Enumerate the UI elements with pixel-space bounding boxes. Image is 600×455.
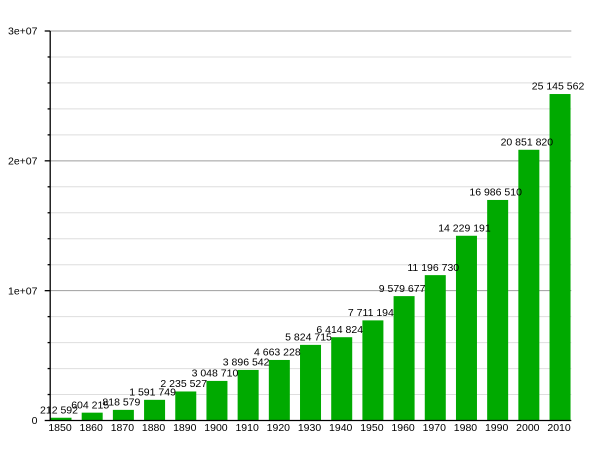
svg-text:1e+07: 1e+07 (8, 285, 38, 297)
svg-text:2 235 527: 2 235 527 (160, 378, 207, 390)
svg-text:11 196 730: 11 196 730 (407, 262, 459, 274)
svg-text:818 579: 818 579 (102, 397, 140, 409)
svg-text:1960: 1960 (391, 422, 415, 434)
svg-text:0: 0 (32, 415, 38, 427)
svg-text:212 592: 212 592 (40, 404, 78, 416)
svg-text:7 711 194: 7 711 194 (348, 307, 394, 319)
svg-text:4 663 228: 4 663 228 (254, 347, 301, 359)
svg-text:3 896 542: 3 896 542 (223, 357, 270, 369)
svg-text:20 851 820: 20 851 820 (501, 136, 554, 148)
svg-text:1990: 1990 (485, 422, 509, 434)
svg-text:1860: 1860 (80, 422, 104, 434)
svg-text:1890: 1890 (173, 422, 197, 434)
svg-text:1900: 1900 (204, 422, 228, 434)
svg-text:1850: 1850 (48, 422, 72, 434)
svg-text:3 048 710: 3 048 710 (192, 368, 239, 380)
svg-text:14 229 191: 14 229 191 (438, 222, 491, 234)
svg-text:1970: 1970 (423, 422, 447, 434)
svg-text:2010: 2010 (547, 422, 571, 434)
svg-text:1930: 1930 (298, 422, 322, 434)
svg-text:1920: 1920 (267, 422, 291, 434)
svg-text:25 145 562: 25 145 562 (532, 81, 585, 93)
svg-text:16 986 510: 16 986 510 (469, 187, 522, 199)
svg-text:1 591 749: 1 591 749 (129, 387, 176, 399)
svg-text:1910: 1910 (235, 422, 259, 434)
svg-text:1980: 1980 (454, 422, 478, 434)
svg-text:1940: 1940 (329, 422, 353, 434)
svg-text:2000: 2000 (516, 422, 540, 434)
svg-text:3e+07: 3e+07 (8, 26, 38, 38)
svg-text:2e+07: 2e+07 (8, 156, 38, 168)
svg-text:1950: 1950 (360, 422, 384, 434)
svg-text:604 215: 604 215 (71, 399, 109, 411)
svg-text:6 414 824: 6 414 824 (316, 324, 363, 336)
svg-text:9 579 677: 9 579 677 (379, 283, 426, 295)
svg-text:1870: 1870 (111, 422, 135, 434)
svg-text:5 824 715: 5 824 715 (285, 332, 332, 344)
svg-text:1880: 1880 (142, 422, 166, 434)
